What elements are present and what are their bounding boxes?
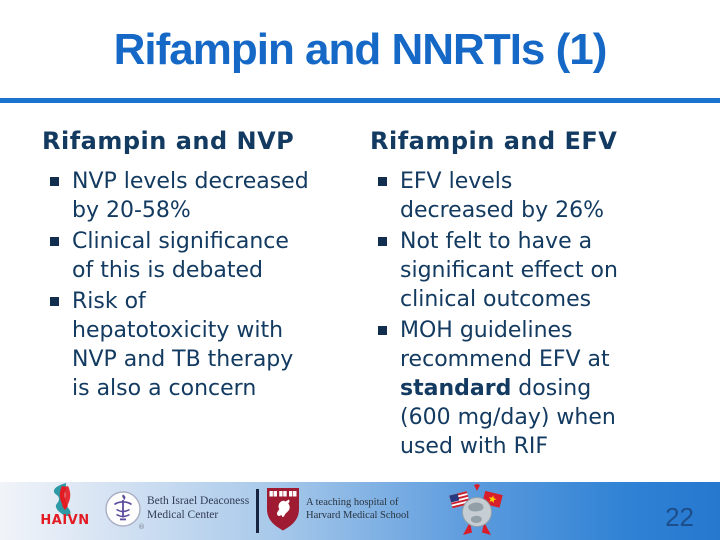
harvard-line2: Harvard Medical School (306, 510, 410, 521)
list-item: Risk of hepatotoxicity with NVP and TB t… (42, 287, 360, 403)
haivn-logo: HAIVN (36, 483, 94, 539)
bullet-square-icon (378, 326, 387, 335)
column-heading: Rifampin and NVP (42, 127, 295, 155)
bullet-text-pre: MOH guidelines recommend EFV at (400, 318, 610, 372)
page-number: 22 (665, 502, 694, 532)
title-divider (0, 98, 720, 103)
harvard-wordmark: A teaching hospital of Harvard Medical S… (306, 496, 409, 522)
bullet-square-icon (50, 177, 59, 186)
bullet-text: MOH guidelines recommend EFV at standard… (400, 316, 616, 461)
bullet-square-icon (378, 177, 387, 186)
bullet-text: Clinical significance of this is debated (72, 229, 289, 283)
list-item: EFV levels decreased by 26% (370, 167, 705, 225)
column-heading: Rifampin and EFV (370, 127, 618, 155)
bidmc-wordmark: Beth Israel Deaconess Medical Center (147, 494, 249, 522)
column-rifampin-nvp: Rifampin and NVP NVP levels decreased by… (42, 125, 360, 405)
list-item: Clinical significance of this is debated (42, 227, 360, 285)
us-vietnam-flags-globe-icon (449, 484, 503, 535)
footer-bar: HAIVN ® Beth Israel Deaconess Medical Ce… (0, 482, 720, 540)
bullet-text-post: dosing (600 mg/day) when used with RIF (400, 376, 616, 459)
list-item: MOH guidelines recommend EFV at standard… (370, 316, 705, 461)
caduceus-circle-icon (105, 491, 141, 527)
list-item: NVP levels decreased by 20-58% (42, 167, 360, 225)
footer-divider (256, 489, 259, 533)
bullet-text: Not felt to have a significant effect on… (400, 229, 618, 312)
registered-mark: ® (138, 523, 145, 531)
slide-title: Rifampin and NNRTIs (1) (113, 25, 608, 74)
harvard-shield-icon (267, 488, 299, 531)
bidmc-line1: Beth Israel Deaconess (147, 495, 250, 507)
bullet-text-bold: standard (400, 376, 512, 401)
column-rifampin-efv: Rifampin and EFV EFV levels decreased by… (370, 125, 705, 463)
bidmc-line2: Medical Center (147, 509, 219, 521)
bullet-text: EFV levels decreased by 26% (400, 169, 605, 223)
bullet-square-icon (378, 237, 387, 246)
list-item: Not felt to have a significant effect on… (370, 227, 705, 314)
bullet-square-icon (50, 297, 59, 306)
bullet-text: NVP levels decreased by 20-58% (72, 169, 309, 223)
bullet-text: Risk of hepatotoxicity with NVP and TB t… (72, 289, 294, 401)
bullet-square-icon (50, 237, 59, 246)
haivn-wordmark: HAIVN (40, 513, 90, 528)
vietnam-map-aids-ribbon-icon (53, 483, 71, 516)
harvard-line1: A teaching hospital of (306, 497, 399, 508)
